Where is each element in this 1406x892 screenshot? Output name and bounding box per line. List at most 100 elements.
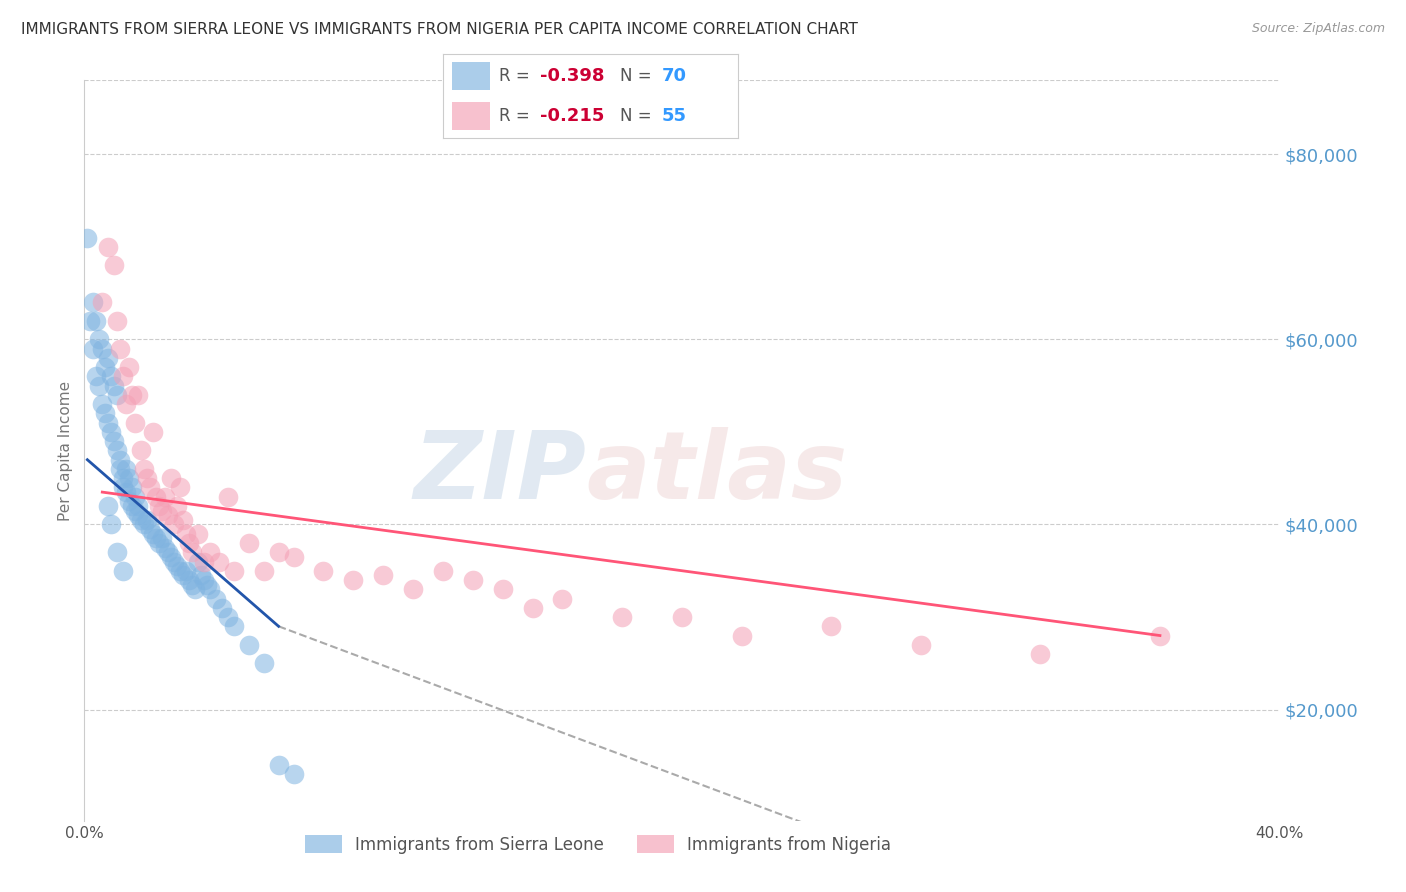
- Point: [127, 388, 149, 402]
- Point: [174, 564, 197, 578]
- Point: [612, 610, 634, 624]
- Point: [86, 369, 108, 384]
- Point: [105, 545, 128, 559]
- Point: [100, 425, 122, 439]
- Point: [222, 564, 245, 578]
- Point: [118, 360, 141, 375]
- Text: 55: 55: [661, 107, 686, 125]
- Point: [115, 462, 138, 476]
- Point: [94, 407, 117, 421]
- Point: [187, 526, 209, 541]
- Point: [181, 577, 204, 591]
- Point: [127, 508, 149, 523]
- Point: [153, 541, 176, 555]
- Point: [97, 416, 120, 430]
- Point: [163, 517, 186, 532]
- Point: [267, 545, 290, 559]
- Point: [129, 443, 152, 458]
- Point: [402, 582, 425, 597]
- Point: [172, 568, 194, 582]
- Point: [253, 564, 276, 578]
- Text: atlas: atlas: [586, 426, 848, 518]
- Point: [312, 564, 335, 578]
- Text: 70: 70: [661, 67, 686, 85]
- Point: [174, 526, 197, 541]
- Point: [124, 416, 146, 430]
- Point: [150, 503, 173, 517]
- Text: N =: N =: [620, 67, 657, 85]
- Bar: [451, 62, 491, 90]
- Point: [121, 388, 143, 402]
- Point: [184, 582, 207, 597]
- Point: [208, 554, 231, 569]
- Point: [97, 499, 120, 513]
- Point: [492, 582, 515, 597]
- Point: [148, 499, 170, 513]
- Point: [169, 480, 191, 494]
- Point: [187, 554, 209, 569]
- Point: [132, 462, 156, 476]
- Point: [198, 545, 221, 559]
- Point: [181, 545, 204, 559]
- Point: [193, 554, 215, 569]
- Point: [145, 532, 167, 546]
- Point: [222, 619, 245, 633]
- Point: [1149, 628, 1171, 642]
- Point: [283, 549, 305, 564]
- Point: [103, 259, 125, 273]
- Point: [103, 378, 125, 392]
- Point: [148, 536, 170, 550]
- Point: [91, 295, 114, 310]
- Point: [121, 480, 143, 494]
- Point: [157, 508, 180, 523]
- Point: [91, 342, 114, 356]
- Point: [432, 564, 454, 578]
- Point: [136, 513, 159, 527]
- Point: [160, 549, 183, 564]
- Point: [115, 485, 138, 500]
- Point: [121, 499, 143, 513]
- Point: [110, 452, 132, 467]
- Point: [461, 573, 484, 587]
- Point: [145, 490, 167, 504]
- Point: [163, 554, 186, 569]
- Point: [110, 342, 132, 356]
- Point: [76, 230, 98, 244]
- Point: [177, 536, 200, 550]
- Text: ZIP: ZIP: [413, 426, 586, 518]
- Point: [283, 767, 305, 781]
- Point: [211, 600, 233, 615]
- Point: [193, 573, 215, 587]
- Point: [112, 369, 135, 384]
- Point: [89, 333, 111, 347]
- Point: [124, 503, 146, 517]
- Point: [820, 619, 842, 633]
- Point: [166, 559, 188, 574]
- Point: [910, 638, 932, 652]
- Point: [153, 490, 176, 504]
- Point: [112, 480, 135, 494]
- Legend: Immigrants from Sierra Leone, Immigrants from Nigeria: Immigrants from Sierra Leone, Immigrants…: [298, 829, 898, 861]
- Point: [342, 573, 364, 587]
- Point: [238, 638, 260, 652]
- Point: [671, 610, 693, 624]
- Point: [94, 360, 117, 375]
- Point: [82, 342, 104, 356]
- Point: [172, 513, 194, 527]
- Point: [150, 532, 173, 546]
- Point: [217, 610, 239, 624]
- Text: R =: R =: [499, 107, 536, 125]
- Point: [127, 499, 149, 513]
- Point: [238, 536, 260, 550]
- Point: [195, 577, 218, 591]
- Point: [89, 378, 111, 392]
- Point: [118, 494, 141, 508]
- Point: [1029, 647, 1052, 661]
- Point: [731, 628, 754, 642]
- Point: [198, 582, 221, 597]
- Point: [100, 517, 122, 532]
- Text: N =: N =: [620, 107, 657, 125]
- Text: -0.398: -0.398: [540, 67, 605, 85]
- Text: R =: R =: [499, 67, 536, 85]
- Point: [157, 545, 180, 559]
